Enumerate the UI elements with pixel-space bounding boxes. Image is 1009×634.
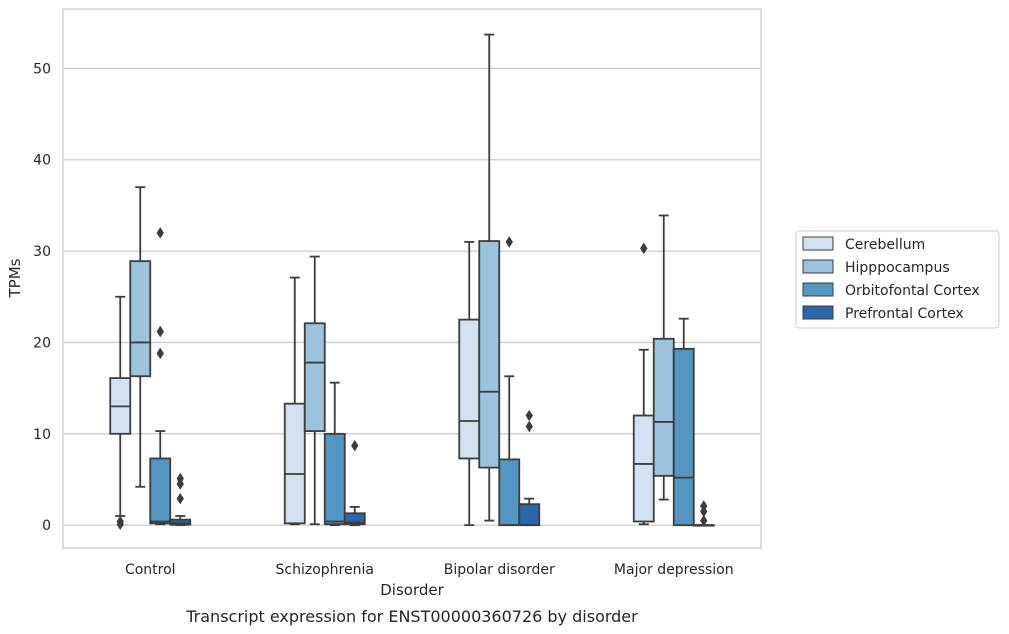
outlier-point bbox=[505, 236, 513, 248]
outlier-point bbox=[640, 242, 648, 255]
box-item bbox=[692, 500, 715, 527]
x-tick-label: Bipolar disorder bbox=[444, 562, 555, 578]
legend-swatch bbox=[802, 259, 834, 274]
box bbox=[458, 318, 481, 460]
box bbox=[283, 402, 306, 525]
legend-label: Prefrontal Cortex bbox=[845, 306, 964, 322]
outlier-point bbox=[156, 347, 164, 360]
legend-label: Hipppocampus bbox=[845, 260, 950, 276]
box-item bbox=[478, 33, 501, 522]
legend-swatch bbox=[802, 236, 834, 251]
y-tick-label: 30 bbox=[33, 244, 51, 260]
box bbox=[129, 260, 152, 378]
outlier-point bbox=[156, 325, 164, 338]
outlier-point bbox=[176, 472, 184, 485]
box bbox=[303, 322, 326, 432]
box-item bbox=[343, 439, 366, 527]
gridlines bbox=[63, 67, 761, 526]
box-item bbox=[652, 214, 675, 501]
legend-swatch bbox=[802, 305, 834, 320]
x-tick-label: Control bbox=[125, 562, 176, 578]
outlier-point bbox=[116, 515, 124, 528]
y-axis-ticks: 0 10 20 30 40 50 bbox=[33, 61, 51, 534]
y-tick-label: 0 bbox=[42, 518, 51, 534]
outlier-point bbox=[700, 514, 708, 527]
box-item bbox=[169, 472, 192, 527]
box bbox=[652, 337, 675, 477]
box bbox=[498, 458, 521, 527]
outlier-point bbox=[525, 409, 533, 422]
y-tick-label: 20 bbox=[33, 335, 51, 351]
plot-area-frame bbox=[62, 8, 762, 549]
chart-title: Transcript expression for ENST0000036072… bbox=[185, 607, 638, 626]
box bbox=[518, 503, 541, 527]
legend-label: Cerebellum bbox=[845, 237, 925, 253]
box bbox=[478, 240, 501, 469]
box-item bbox=[498, 236, 521, 527]
box-item bbox=[323, 381, 346, 527]
box-item bbox=[109, 295, 132, 530]
legend-frame bbox=[795, 230, 1000, 329]
box-item bbox=[672, 317, 695, 527]
box bbox=[672, 347, 695, 527]
legend-swatch bbox=[802, 282, 834, 297]
y-tick-label: 40 bbox=[33, 153, 51, 169]
box bbox=[343, 512, 366, 526]
x-axis-ticks: Control Schizophrenia Bipolar disorder Majo… bbox=[125, 562, 734, 578]
y-tick-label: 10 bbox=[33, 427, 51, 443]
box bbox=[632, 414, 655, 523]
box-item bbox=[149, 227, 172, 526]
x-tick-label: Schizophrenia bbox=[276, 562, 374, 578]
y-axis-title: TPMs bbox=[6, 258, 24, 298]
outlier-point bbox=[176, 492, 184, 505]
box-item bbox=[283, 276, 306, 526]
x-axis-title: Disorder bbox=[380, 581, 444, 599]
outlier-point bbox=[351, 439, 359, 452]
box-item bbox=[518, 409, 541, 527]
box bbox=[169, 518, 192, 526]
box bbox=[149, 457, 172, 525]
outlier-point bbox=[525, 420, 533, 433]
outlier-point bbox=[156, 227, 164, 239]
box-item bbox=[129, 186, 152, 488]
legend: Cerebellum Hipppocampus Orbitofontal Corte… bbox=[795, 230, 1000, 329]
box-item bbox=[303, 255, 326, 526]
box-item bbox=[632, 242, 655, 526]
legend-label: Orbitofontal Cortex bbox=[845, 283, 980, 299]
outlier-point bbox=[700, 500, 708, 512]
x-tick-label: Major depression bbox=[614, 562, 734, 578]
box bbox=[323, 432, 346, 526]
box-item bbox=[458, 241, 481, 527]
y-tick-label: 50 bbox=[33, 61, 51, 77]
box-series bbox=[109, 33, 715, 530]
